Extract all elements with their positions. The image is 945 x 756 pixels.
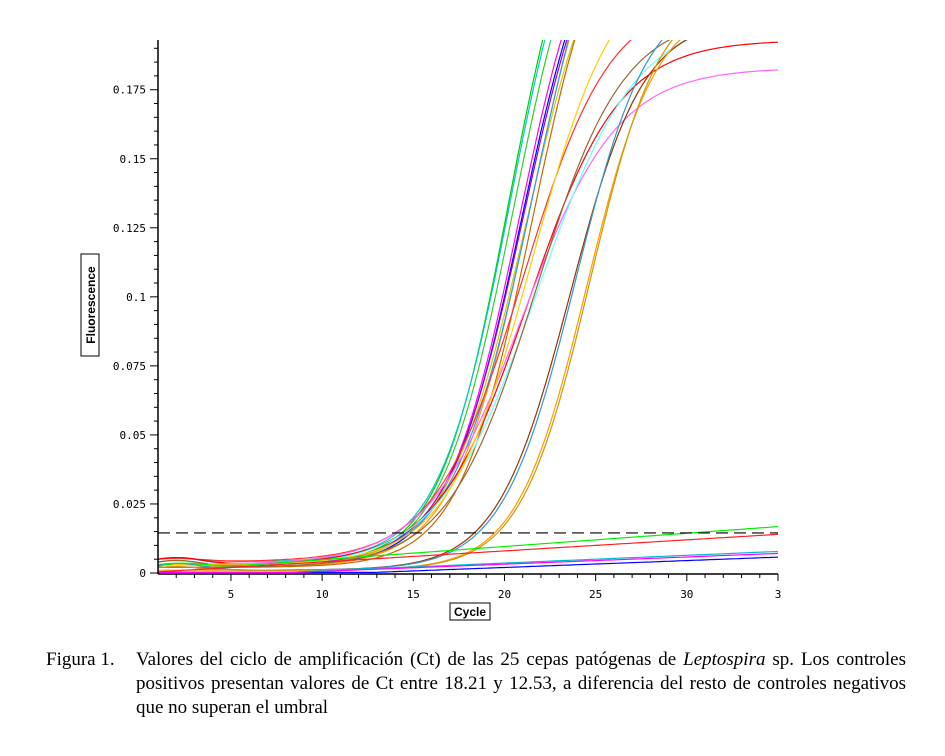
amplification-chart: 5 10 15 20 25 30 300.0250.050.0750.10.1250.150… (80, 40, 782, 621)
series-line-19 (158, 40, 681, 571)
x-tick-label: 30 (680, 588, 693, 601)
y-tick-label: 0.1 (126, 291, 146, 304)
y-tick-label: 0.05 (120, 429, 147, 442)
y-tick-label: 0.125 (113, 222, 146, 235)
series-line-16 (158, 40, 610, 566)
series-line-10 (158, 40, 576, 569)
series-line-18 (158, 40, 663, 571)
figure-caption: Figura 1. Valores del ciclo de amplifica… (46, 648, 906, 720)
series-line-11 (158, 40, 632, 562)
y-tick-label: 0.075 (113, 360, 146, 373)
series-line-2 (158, 40, 546, 562)
series-line-22 (158, 533, 778, 573)
caption-text-1: Valores del ciclo de amplificación (Ct) … (136, 649, 684, 670)
series-line-17 (158, 40, 688, 571)
series-line-21 (158, 526, 778, 567)
series-line-7 (158, 40, 570, 568)
x-tick-label: 20 (498, 588, 511, 601)
series-line-12 (158, 41, 778, 565)
y-axis-title: Fluorescence (84, 266, 98, 344)
y-axis-label: Fluorescence (80, 253, 100, 357)
series-line-6 (158, 40, 568, 565)
series-line-4 (158, 40, 562, 566)
x-tick-label: 10 (315, 588, 328, 601)
series-line-20 (158, 40, 673, 571)
series-line-8 (158, 40, 575, 568)
series-line-14 (158, 40, 690, 567)
y-tick-label: 0.15 (120, 153, 147, 166)
series-line-1 (158, 40, 544, 566)
series-line-3 (158, 40, 552, 568)
y-tick-label: 0.175 (113, 84, 146, 97)
caption-italic: Leptospira (683, 649, 766, 670)
series-line-5 (158, 40, 566, 568)
series-line-25 (158, 552, 778, 573)
x-axis-label: Cycle (449, 602, 491, 621)
y-tick-label: 0.025 (113, 498, 146, 511)
series-line-13 (158, 69, 778, 566)
series-line-9 (158, 40, 569, 565)
x-axis-title: Cycle (454, 605, 486, 619)
curves (158, 40, 778, 573)
x-tick-label: 5 (228, 588, 235, 601)
x-tick-label: 3 (775, 588, 782, 601)
series-line-15 (158, 40, 671, 568)
caption-label: Figura 1. (46, 649, 115, 670)
caption-text-2: sp. Los controles positivos presentan va… (136, 649, 906, 718)
x-tick-label: 25 (589, 588, 602, 601)
x-tick-label: 15 (407, 588, 420, 601)
y-tick-label: 0 (139, 567, 146, 580)
